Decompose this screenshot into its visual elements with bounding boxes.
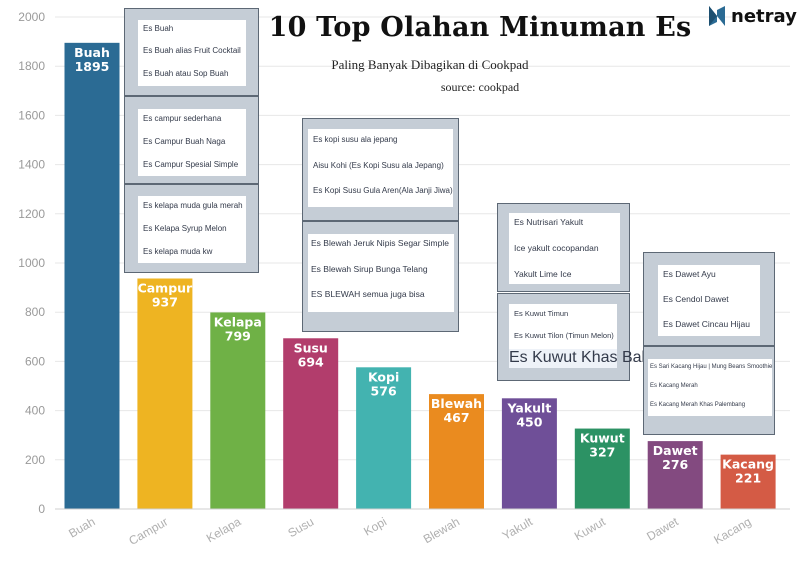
y-tick-label: 800: [25, 305, 45, 319]
bar: [64, 42, 120, 510]
recipe-item: Yakult Lime Ice: [514, 269, 572, 279]
recipe-box-susu: Es kopi susu ala jepang Aisu Kohi (Es Ko…: [302, 118, 459, 221]
bar: [210, 312, 266, 509]
recipe-item: Es Kacang Merah Khas Palembang: [650, 402, 746, 408]
bar-value-label: 221: [735, 471, 761, 486]
bar-category-label: Susu: [294, 340, 328, 355]
bar-category-label: Kopi: [368, 369, 399, 384]
y-tick-label: 1200: [18, 207, 45, 221]
recipe-item: Es Kuwut Khas Bali: [509, 349, 649, 368]
recipe-box-kelapa: Es kelapa muda gula merah Es Kelapa Syru…: [124, 184, 259, 273]
x-tick-label: Blewah: [421, 514, 462, 546]
bar-category-label: Kelapa: [214, 314, 262, 329]
x-tick-label: Kopi: [361, 514, 389, 538]
x-tick-label: Buah: [66, 514, 97, 540]
recipe-item: Es Buah alias Fruit Cocktail: [143, 46, 241, 55]
bar: [283, 338, 339, 509]
y-tick-label: 0: [38, 502, 45, 516]
bar-value-label: 467: [443, 410, 469, 425]
recipe-box-buah: Es Buah Es Buah alias Fruit Cocktail Es …: [124, 8, 259, 96]
y-tick-label: 200: [25, 453, 45, 467]
recipe-item: Es Blewah Sirup Bunga Telang: [311, 264, 428, 274]
brand-logo: netray: [707, 4, 797, 28]
source-note: source: cookpad: [440, 80, 520, 94]
recipe-item: Ice yakult cocopandan: [514, 243, 599, 253]
bar-category-label: Kacang: [722, 457, 774, 472]
x-tick-label: Campur: [126, 514, 170, 547]
y-tick-label: 600: [25, 354, 45, 368]
bar: [137, 278, 193, 509]
recipe-item: ES BLEWAH semua juga bisa: [311, 289, 425, 299]
bar: [720, 454, 776, 509]
recipe-item: Es Kelapa Syrup Melon: [143, 224, 227, 233]
recipe-box-yakult: Es Nutrisari Yakult Ice yakult cocopanda…: [497, 203, 630, 292]
bar: [647, 441, 703, 509]
recipe-box-kuwut: Es Kuwut Timun Es Kuwut Tilon (Timun Mel…: [497, 293, 649, 381]
recipe-item: Es Buah: [143, 24, 174, 33]
bar: [574, 428, 630, 509]
chart-title: 10 Top Olahan Minuman Es: [268, 12, 692, 43]
bar-category-label: Campur: [138, 280, 193, 295]
x-tick-label: Kacang: [711, 514, 753, 546]
x-tick-label: Yakult: [500, 514, 536, 543]
bar: [356, 367, 412, 509]
recipe-item: Es kelapa muda gula merah: [143, 201, 243, 210]
x-tick-label: Susu: [286, 514, 317, 540]
recipe-item: Es Kacang Merah: [650, 383, 698, 389]
recipe-item: Es Blewah Jeruk Nipis Segar Simple: [311, 238, 449, 248]
bar-value-label: 1895: [75, 59, 110, 74]
recipe-item: Es Buah atau Sop Buah: [143, 69, 229, 78]
bar-value-label: 799: [225, 328, 251, 343]
y-tick-label: 1800: [18, 59, 45, 73]
recipe-item: Es campur sederhana: [143, 114, 222, 123]
bar-value-label: 694: [298, 354, 324, 369]
x-tick-label: Kuwut: [572, 514, 608, 543]
y-tick-label: 1000: [18, 256, 45, 270]
recipe-box-campur: Es campur sederhana Es Campur Buah Naga …: [124, 96, 259, 184]
bar-value-label: 937: [152, 294, 178, 309]
recipe-item: Es kopi susu ala jepang: [313, 135, 398, 144]
recipe-box-dawet: Es Dawet Ayu Es Cendol Dawet Es Dawet Ci…: [643, 252, 775, 346]
recipe-item: Es Kopi Susu Gula Aren(Ala Janji Jiwa): [313, 186, 453, 195]
bar-value-label: 576: [371, 383, 397, 398]
chart-subtitle: Paling Banyak Dibagikan di Cookpad: [331, 57, 529, 72]
recipe-item: Es kelapa muda kw: [143, 247, 213, 256]
recipe-item: Es Sari Kacang Hijau | Mung Beans Smooth…: [650, 364, 773, 370]
recipe-item: Es Campur Buah Naga: [143, 137, 226, 146]
bar-category-label: Kuwut: [580, 431, 625, 446]
recipe-item: Es Dawet Cincau Hijau: [663, 319, 750, 329]
bar-value-label: 276: [662, 457, 688, 472]
y-tick-label: 400: [25, 404, 45, 418]
bar: [501, 398, 557, 509]
x-tick-label: Dawet: [644, 514, 681, 543]
bar-value-label: 450: [516, 414, 542, 429]
recipe-item: Es Kuwut Timun: [514, 309, 569, 318]
recipe-item: Aisu Kohi (Es Kopi Susu ala Jepang): [313, 161, 444, 170]
recipe-item: Es Nutrisari Yakult: [514, 217, 584, 227]
bar: [429, 394, 484, 509]
x-tick-label: Kelapa: [204, 514, 244, 545]
netray-logo-icon: [709, 6, 725, 26]
bar-category-label: Dawet: [653, 443, 698, 458]
y-tick-label: 2000: [18, 10, 45, 24]
bar-category-label: Yakult: [506, 400, 551, 415]
recipe-item: Es Cendol Dawet: [663, 294, 729, 304]
brand-name: netray: [731, 5, 797, 27]
recipe-box-kacang: Es Sari Kacang Hijau | Mung Beans Smooth…: [643, 346, 775, 435]
recipe-item: Es Dawet Ayu: [663, 269, 716, 279]
bar-value-label: 327: [589, 445, 615, 460]
recipe-box-blewah: Es Blewah Jeruk Nipis Segar Simple Es Bl…: [302, 221, 459, 332]
bar-category-label: Buah: [74, 45, 110, 60]
recipe-item: Es Kuwut Tilon (Timun Melon): [514, 331, 614, 340]
y-tick-label: 1400: [18, 158, 45, 172]
bar-category-label: Blewah: [431, 396, 482, 411]
recipe-item: Es Campur Spesial Simple: [143, 160, 239, 169]
y-tick-label: 1600: [18, 108, 45, 122]
